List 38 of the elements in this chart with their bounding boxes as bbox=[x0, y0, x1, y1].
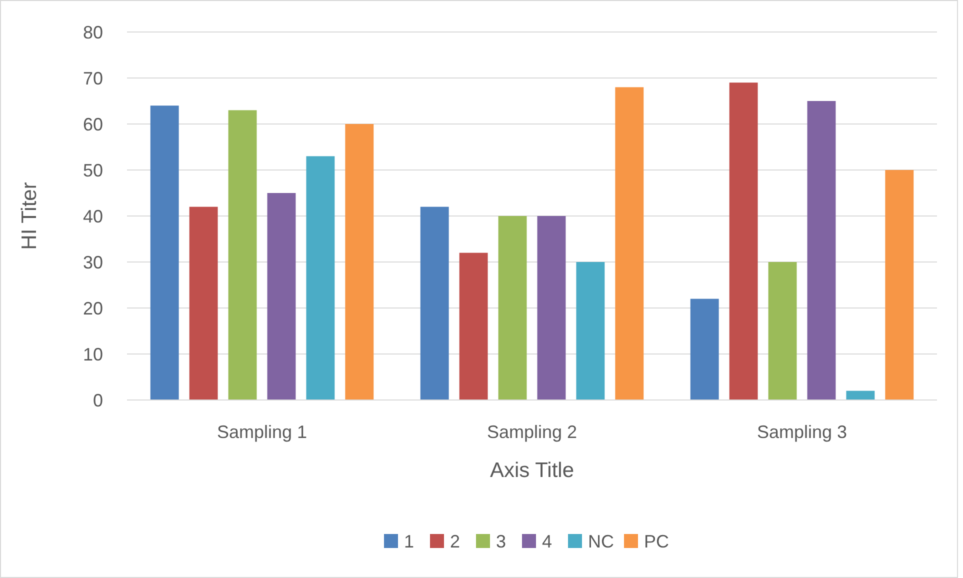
bar bbox=[228, 110, 257, 400]
bar bbox=[306, 156, 335, 400]
bar bbox=[267, 193, 296, 400]
y-tick-label: 20 bbox=[82, 298, 103, 318]
bar bbox=[537, 216, 566, 400]
bar bbox=[420, 206, 449, 400]
y-tick-label: 70 bbox=[82, 68, 103, 88]
legend-label: 2 bbox=[450, 531, 460, 552]
legend-label: PC bbox=[644, 531, 670, 552]
y-tick-label: 80 bbox=[82, 22, 103, 42]
bar bbox=[729, 82, 758, 400]
legend-label: NC bbox=[588, 531, 614, 552]
bar bbox=[768, 262, 797, 400]
x-axis-title: Axis Title bbox=[490, 459, 574, 482]
bar bbox=[690, 298, 719, 400]
bar bbox=[576, 262, 605, 400]
x-tick-label: Sampling 2 bbox=[486, 422, 578, 442]
y-tick-label: 40 bbox=[82, 206, 103, 226]
legend-label: 3 bbox=[496, 531, 506, 552]
x-tick-label: Sampling 1 bbox=[216, 422, 308, 442]
legend-label: 4 bbox=[542, 531, 552, 552]
y-tick-label: 50 bbox=[82, 160, 103, 180]
y-tick-label: 60 bbox=[82, 114, 103, 134]
bar bbox=[459, 252, 488, 400]
bar bbox=[345, 124, 374, 400]
y-tick-label: 30 bbox=[82, 252, 103, 272]
legend-label: 1 bbox=[404, 531, 414, 552]
bar bbox=[885, 170, 914, 400]
bar bbox=[189, 206, 218, 400]
bar bbox=[615, 87, 644, 400]
bar bbox=[498, 216, 527, 400]
bar bbox=[846, 390, 875, 400]
bar bbox=[807, 101, 836, 400]
x-tick-label: Sampling 3 bbox=[756, 422, 848, 442]
y-tick-label: 10 bbox=[82, 344, 103, 364]
y-axis-title: HI Titer bbox=[18, 182, 41, 250]
y-tick-label: 0 bbox=[92, 390, 103, 410]
bar bbox=[150, 106, 179, 400]
